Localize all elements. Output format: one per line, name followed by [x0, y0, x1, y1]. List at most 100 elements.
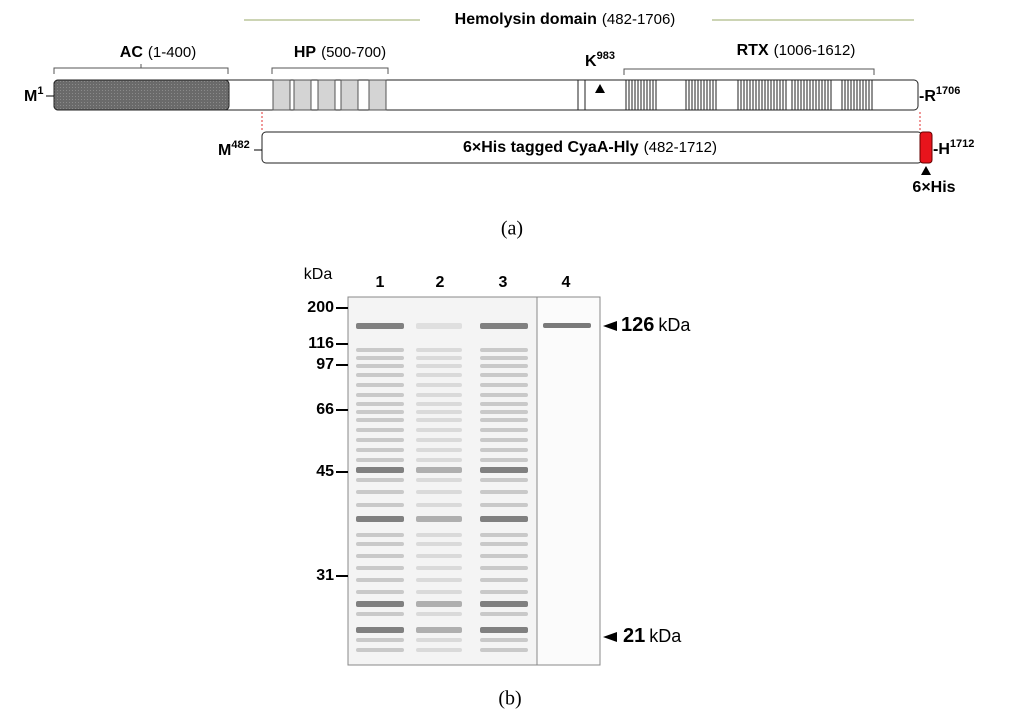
gel-unit: kDa — [304, 266, 333, 283]
residue-number: 482 — [231, 139, 249, 151]
tag-arrow — [921, 166, 931, 175]
gel-band — [356, 418, 404, 422]
band-size: 126 — [621, 314, 654, 336]
domain-name: Hemolysin domain — [455, 11, 597, 28]
residue: -H — [933, 141, 950, 158]
gel-band — [416, 402, 462, 406]
gel-band — [416, 418, 462, 422]
gel-band — [356, 503, 404, 507]
marker-label: 66 — [316, 401, 334, 418]
gel-band — [480, 373, 528, 377]
lane-label: 1 — [376, 274, 385, 291]
residue: M — [218, 142, 231, 159]
gel-band — [416, 393, 462, 397]
gel-band — [480, 428, 528, 432]
band-arrow — [603, 321, 617, 331]
gel-band — [480, 601, 528, 607]
gel-band — [480, 648, 528, 652]
band-label: 21 kDa — [623, 625, 682, 647]
gel-band — [416, 533, 462, 537]
gel-band — [480, 402, 528, 406]
gel-band — [356, 516, 404, 522]
gel-band — [480, 542, 528, 546]
tag-label: 6×His — [912, 179, 955, 196]
gel-band — [480, 323, 528, 329]
marker-label: 31 — [316, 567, 334, 584]
gel-band — [356, 638, 404, 642]
domain-name: AC — [120, 44, 144, 61]
lane-label: 2 — [436, 274, 445, 291]
gel-band — [356, 542, 404, 546]
gel-band — [480, 356, 528, 360]
gel-band — [480, 638, 528, 642]
residue: K — [585, 53, 597, 70]
gel-band — [416, 490, 462, 494]
gel-band — [356, 554, 404, 558]
gel-lane-4 — [536, 296, 601, 666]
marker-label: 97 — [316, 356, 334, 373]
gel-band — [416, 356, 462, 360]
gel-band — [416, 554, 462, 558]
gel-band — [416, 516, 462, 522]
gel-band — [416, 566, 462, 570]
band-label: 126 kDa — [621, 314, 691, 336]
gel-band — [356, 383, 404, 387]
domain-name: RTX — [737, 42, 769, 59]
hemolysin-label: Hemolysin domain (482-1706) — [455, 11, 676, 28]
residue-number: 1712 — [950, 138, 974, 150]
domain-range: (500-700) — [321, 44, 386, 61]
construct-start: M482 — [218, 139, 250, 159]
gel-band — [416, 648, 462, 652]
domain-range: (482-1706) — [602, 11, 675, 28]
gel-band — [356, 590, 404, 594]
gel-band — [480, 554, 528, 558]
gel-band — [416, 478, 462, 482]
gel-band — [416, 590, 462, 594]
construct-end: -H1712 — [933, 138, 974, 158]
gel-band — [416, 438, 462, 442]
gel-band — [416, 467, 462, 473]
band-size: 21 — [623, 625, 645, 647]
gel-band — [356, 428, 404, 432]
gel-band — [480, 627, 528, 633]
gel-band — [480, 364, 528, 368]
gel-band — [356, 348, 404, 352]
gel-band — [356, 648, 404, 652]
marker-label: 200 — [307, 299, 334, 316]
hp-bracket — [271, 67, 389, 74]
gel-band — [356, 458, 404, 462]
rtx-repeats — [577, 80, 873, 110]
panel-label: (a) — [501, 218, 523, 240]
gel-band — [480, 383, 528, 387]
domain-range: (1006-1612) — [774, 42, 856, 59]
construct-label: 6×His tagged CyaA-Hly (482-1712) — [463, 139, 717, 156]
gel-band — [416, 323, 462, 329]
hp-label: HP (500-700) — [294, 44, 386, 61]
domain-name: HP — [294, 44, 317, 61]
domain-range: (1-400) — [148, 44, 196, 61]
gel-band — [480, 612, 528, 616]
k-site: K983 — [585, 50, 615, 70]
lane-labels: 1 2 3 4 — [376, 274, 571, 291]
lane-label: 3 — [499, 274, 508, 291]
gel-band — [356, 533, 404, 537]
ac-label: AC (1-400) — [120, 44, 196, 61]
gel-band — [416, 627, 462, 633]
marker-label: 45 — [316, 463, 334, 480]
residue-number: 1706 — [936, 85, 960, 97]
lane-label: 4 — [562, 274, 571, 291]
k-arrow — [595, 84, 605, 93]
gel-band — [356, 448, 404, 452]
gel-band — [356, 438, 404, 442]
gel-band — [356, 566, 404, 570]
gel-band — [480, 393, 528, 397]
his-tag — [919, 131, 933, 164]
gel-band — [416, 428, 462, 432]
gel-band — [356, 393, 404, 397]
gel-band — [356, 356, 404, 360]
gel-band — [480, 566, 528, 570]
n-term: M1 — [24, 85, 43, 105]
residue: -R — [919, 88, 936, 105]
gel-band — [480, 410, 528, 414]
